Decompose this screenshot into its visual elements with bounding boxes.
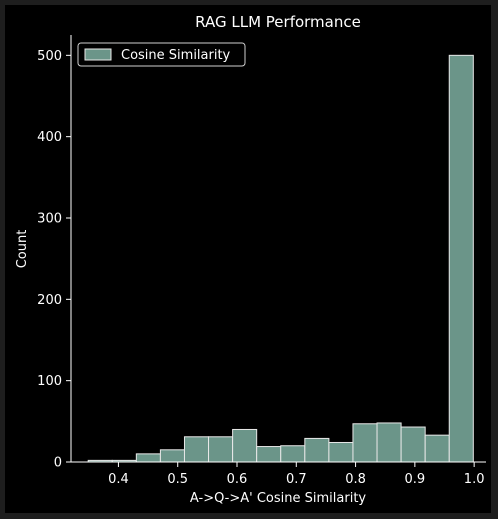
x-tick-label: 1.0 [464, 472, 485, 487]
histogram-bar [208, 436, 234, 463]
bar-group [87, 54, 474, 463]
chart-title: RAG LLM Performance [195, 13, 361, 31]
histogram-chart: RAG LLM Performance 0 100 200 300 400 500 0.4… [15, 13, 486, 506]
y-tick-label: 200 [37, 293, 62, 308]
y-tick-label: 0 [54, 456, 62, 471]
histogram-bar [135, 453, 161, 463]
y-tick-label: 100 [37, 374, 62, 389]
y-tick-label: 400 [37, 130, 62, 145]
y-axis-ticks: 0 100 200 300 400 500 [37, 49, 71, 471]
x-tick-label: 0.9 [405, 472, 426, 487]
histogram-bar [400, 426, 426, 463]
legend-box [77, 42, 246, 67]
y-tick-label: 500 [37, 49, 62, 64]
y-axis-label: Count [15, 230, 30, 269]
histogram-bar [352, 423, 378, 463]
x-tick-label: 0.6 [227, 472, 248, 487]
legend-swatch [84, 48, 112, 61]
histogram-bar [424, 434, 450, 463]
histogram-bar [159, 449, 185, 463]
histogram-bar [183, 436, 210, 463]
histogram-bar [376, 422, 402, 463]
histogram-bar [448, 54, 474, 463]
x-tick-label: 0.8 [345, 472, 366, 487]
x-axis-label: A->Q->A' Cosine Similarity [190, 491, 367, 506]
x-tick-label: 0.5 [167, 472, 188, 487]
histogram-bar [256, 446, 282, 463]
x-axis-ticks: 0.4 0.5 0.6 0.7 0.8 0.9 1.0 [108, 462, 484, 487]
legend[interactable]: Cosine Similarity [77, 42, 246, 67]
x-tick-label: 0.7 [286, 472, 307, 487]
x-tick-label: 0.4 [108, 472, 129, 487]
histogram-bar [328, 441, 354, 463]
histogram-bar [280, 445, 306, 463]
y-tick-label: 300 [37, 212, 62, 227]
legend-label: Cosine Similarity [121, 48, 231, 63]
histogram-bar [232, 428, 258, 463]
plot-area: RAG LLM Performance 0 100 200 300 400 500 0.4… [5, 5, 491, 513]
histogram-bar [304, 437, 330, 463]
